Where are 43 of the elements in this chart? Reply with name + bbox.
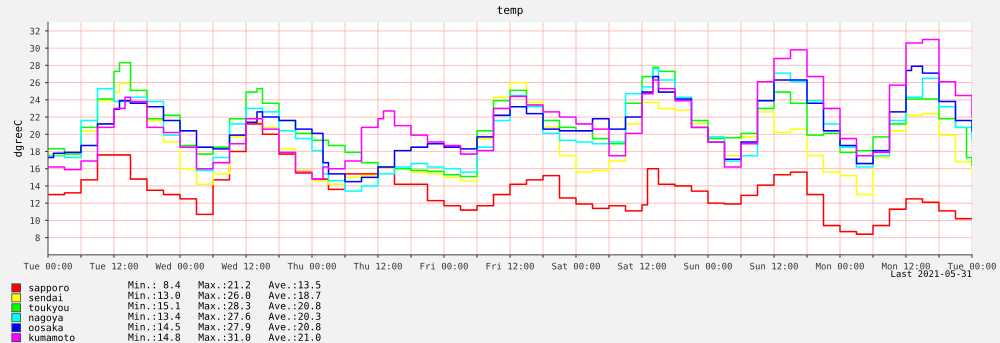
text: Min.: 8.4 Max.:21.2 Ave.:13.5 bbox=[128, 280, 320, 288]
y-tick-label: 10 bbox=[30, 217, 40, 224]
text: Min.:13.4 Max.:27.6 Ave.:20.3 bbox=[128, 312, 320, 320]
x-tick-label: Sun 00:00 bbox=[684, 262, 732, 270]
legend-label: kumamoto bbox=[29, 334, 75, 342]
x-tick-label: Sun 12:00 bbox=[750, 262, 798, 270]
y-tick-label: 8 bbox=[36, 234, 40, 242]
chart-title: temp bbox=[497, 6, 523, 16]
text: Min.:14.5 Max.:27.9 Ave.:20.8 bbox=[128, 322, 321, 330]
y-tick-label: 14 bbox=[30, 182, 40, 190]
legend-label: toukyou bbox=[28, 304, 68, 314]
x-tick-label: Tue 00:00 bbox=[948, 262, 996, 270]
x-tick-label: Thu 12:00 bbox=[354, 262, 402, 270]
y-tick-label: 26 bbox=[30, 79, 40, 86]
x-tick-label: Sat 12:00 bbox=[618, 262, 666, 270]
y-tick-label: 18 bbox=[30, 148, 40, 156]
legend-label: sendai bbox=[29, 294, 63, 302]
y-tick-label: 22 bbox=[30, 114, 40, 120]
y-tick-label: 20 bbox=[30, 131, 40, 138]
x-tick-label: Wed 12:00 bbox=[222, 262, 270, 270]
y-tick-label: 12 bbox=[30, 200, 40, 207]
x-tick-label: Tue 12:00 bbox=[90, 262, 138, 270]
x-tick-label: Mon 12:00 bbox=[882, 262, 930, 270]
x-tick-label: Mon 00:00 bbox=[816, 262, 864, 270]
text: Last 2021-05-31 bbox=[891, 270, 972, 278]
text: Min.:15.1 Max.:28.3 Ave.:20.8 bbox=[128, 302, 321, 310]
y-tick-label: 32 bbox=[30, 28, 40, 34]
x-tick-label: Thu 00:00 bbox=[288, 262, 336, 270]
y-tick-label: 24 bbox=[30, 96, 40, 104]
x-tick-label: Fri 00:00 bbox=[420, 262, 468, 270]
x-tick-label: Sat 00:00 bbox=[552, 262, 600, 270]
legend-label: oosaka bbox=[28, 324, 63, 332]
y-tick-label: 28 bbox=[30, 62, 40, 69]
text: Min.:13.0 Max.:26.0 Ave.:18.7 bbox=[128, 291, 320, 299]
x-tick-label: Tue 00:00 bbox=[24, 262, 72, 270]
x-tick-label: Fri 12:00 bbox=[486, 262, 534, 270]
y-axis-title: dgreeC bbox=[14, 120, 24, 157]
text: Min.:14.8 Max.:31.0 Ave.:21.0 bbox=[128, 333, 321, 341]
legend-label: sapporo bbox=[29, 286, 69, 294]
legend-label: nagoya bbox=[29, 316, 63, 324]
y-tick-label: 30 bbox=[30, 44, 40, 52]
y-tick-label: 16 bbox=[30, 165, 40, 172]
x-tick-label: Wed 00:00 bbox=[156, 262, 204, 270]
